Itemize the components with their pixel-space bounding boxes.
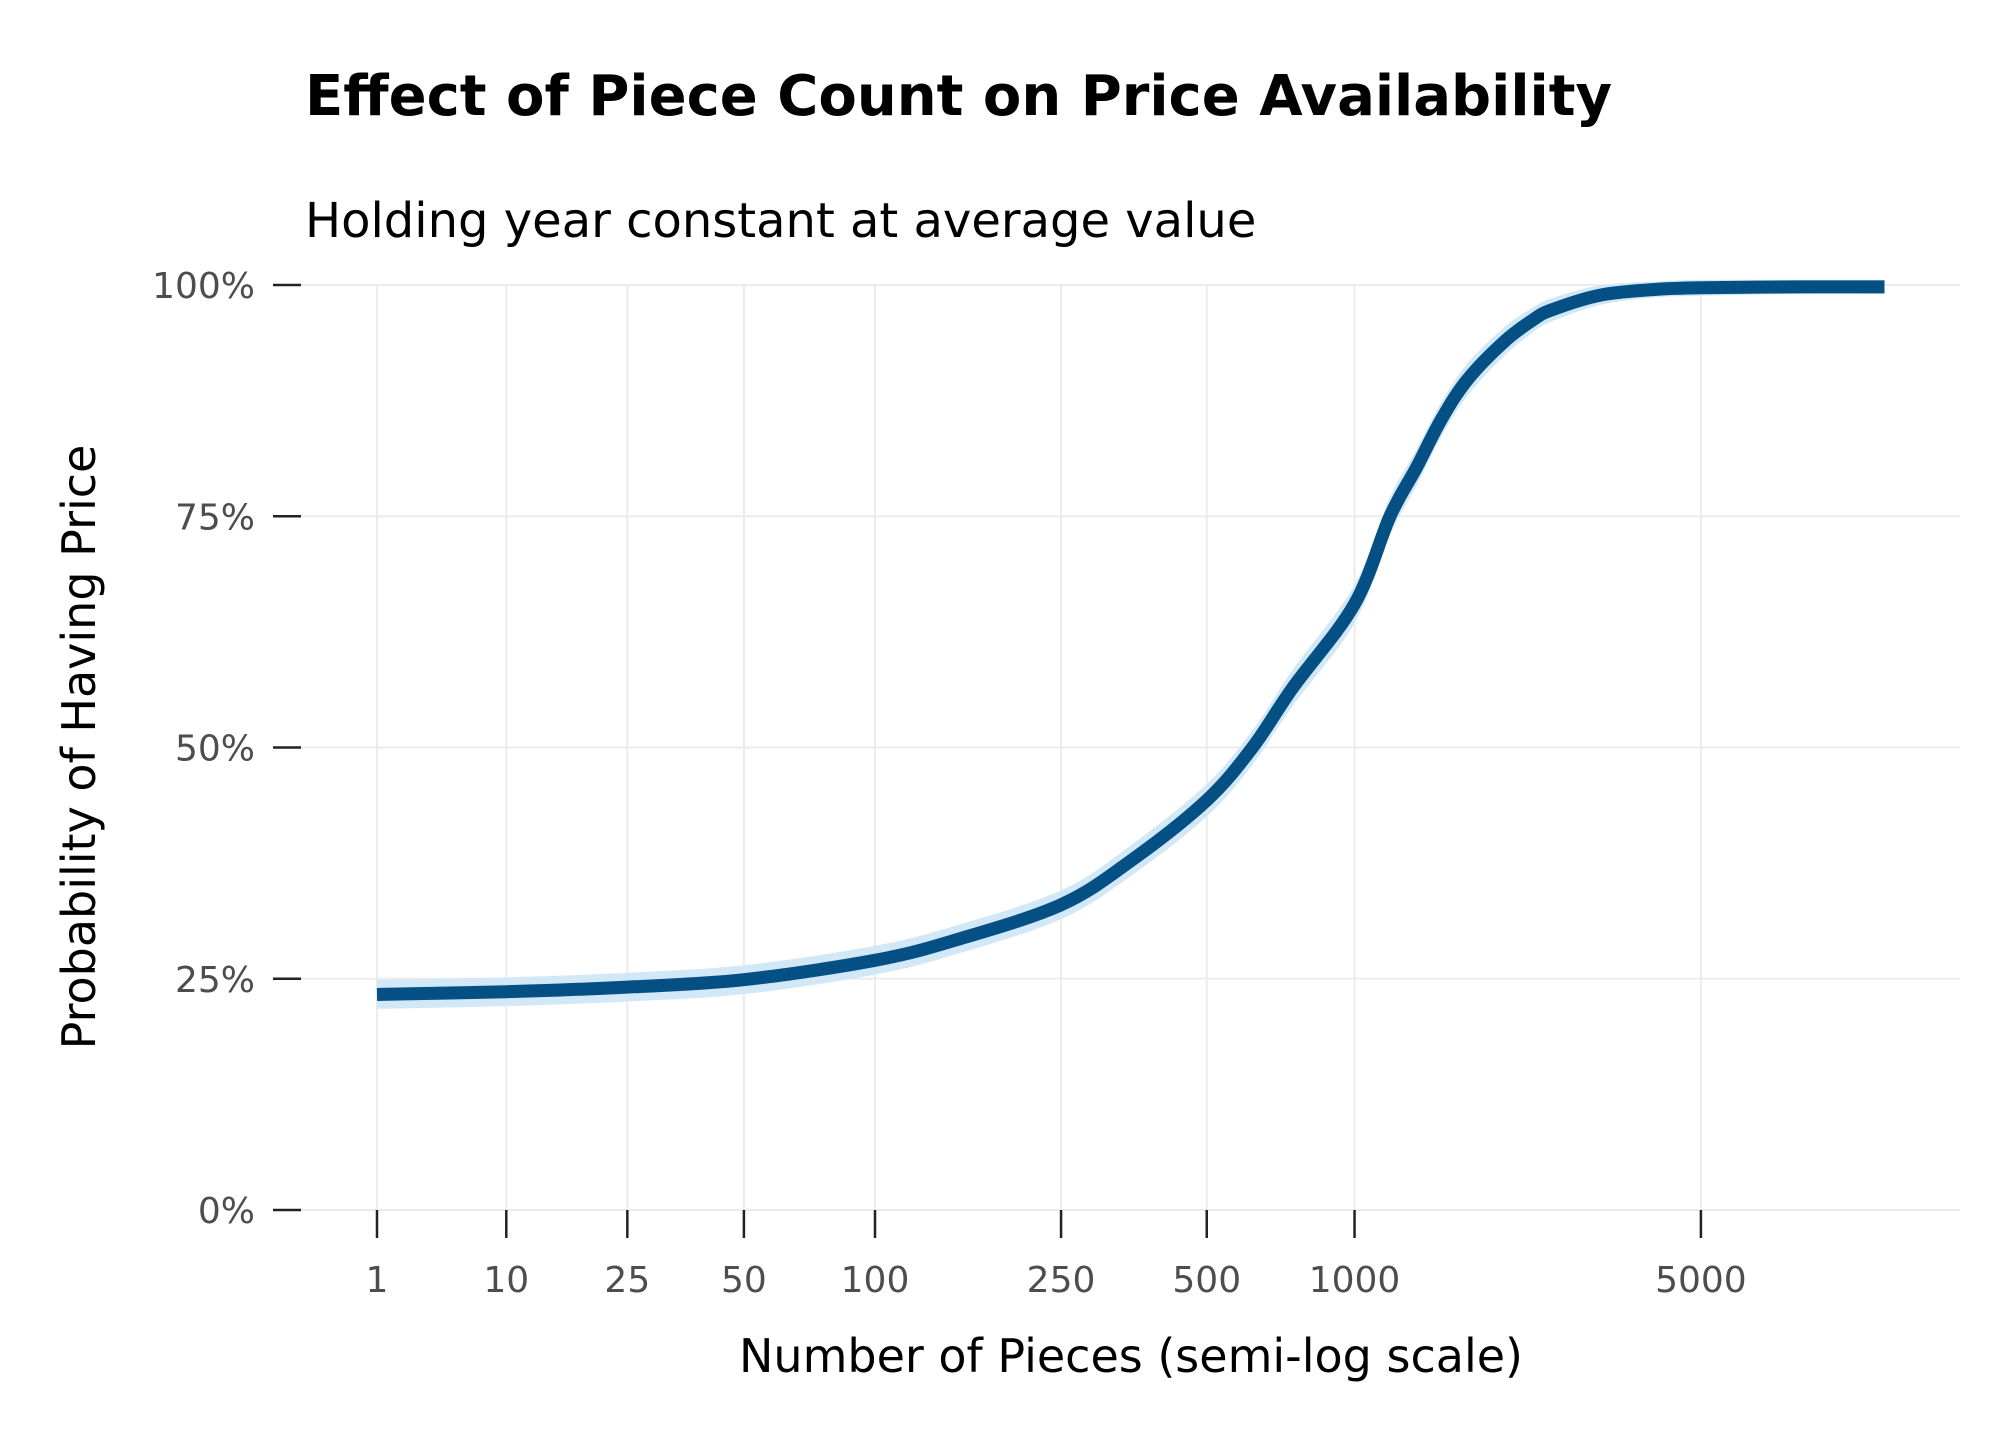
series-line xyxy=(376,280,1885,1001)
x-tick-label: 1 xyxy=(366,1260,389,1301)
x-tick-label: 50 xyxy=(721,1260,767,1301)
y-tick-label: 0% xyxy=(198,1191,255,1232)
chart-title: Effect of Piece Count on Price Availabil… xyxy=(305,64,1612,129)
y-tick-label: 50% xyxy=(175,729,255,770)
x-tick-label: 500 xyxy=(1172,1260,1241,1301)
axis-ticks xyxy=(273,283,1703,1238)
x-tick-label: 100 xyxy=(841,1260,910,1301)
x-axis-title: Number of Pieces (semi-log scale) xyxy=(739,1329,1523,1383)
confidence-ribbon xyxy=(377,279,1885,1009)
x-tick-label: 10 xyxy=(483,1260,529,1301)
y-axis-title: Probability of Having Price xyxy=(52,445,106,1050)
x-tick-label: 5000 xyxy=(1655,1260,1747,1301)
series xyxy=(376,279,1885,1009)
tick-labels: 0% 25% 50% 75% 100% 1 10 25 50 100 250 500 1000 5000 xyxy=(152,266,1747,1301)
y-tick-label: 100% xyxy=(152,266,255,307)
y-tick-label: 75% xyxy=(175,497,255,538)
gridlines xyxy=(301,284,1960,1211)
chart-subtitle: Holding year constant at average value xyxy=(305,193,1256,249)
x-tick-label: 250 xyxy=(1027,1260,1096,1301)
x-tick-label: 25 xyxy=(604,1260,650,1301)
y-tick-label: 25% xyxy=(175,960,255,1001)
x-tick-label: 1000 xyxy=(1309,1260,1401,1301)
